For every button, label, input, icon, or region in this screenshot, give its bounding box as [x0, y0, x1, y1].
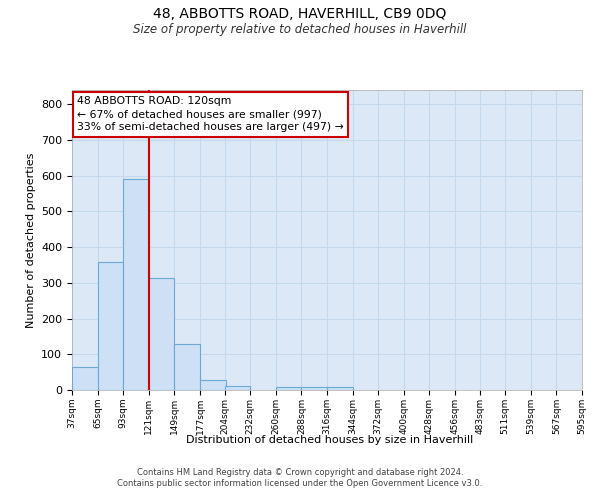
- Bar: [175, 344, 200, 390]
- Text: Size of property relative to detached houses in Haverhill: Size of property relative to detached ho…: [133, 22, 467, 36]
- Bar: [301, 387, 327, 390]
- Text: Distribution of detached houses by size in Haverhill: Distribution of detached houses by size …: [187, 435, 473, 445]
- Bar: [200, 380, 226, 390]
- Text: 48, ABBOTTS ROAD, HAVERHILL, CB9 0DQ: 48, ABBOTTS ROAD, HAVERHILL, CB9 0DQ: [154, 8, 446, 22]
- Bar: [327, 387, 353, 390]
- Text: Contains HM Land Registry data © Crown copyright and database right 2024.
Contai: Contains HM Land Registry data © Crown c…: [118, 468, 482, 487]
- Bar: [98, 262, 123, 390]
- Text: 48 ABBOTTS ROAD: 120sqm
← 67% of detached houses are smaller (997)
33% of semi-d: 48 ABBOTTS ROAD: 120sqm ← 67% of detache…: [77, 96, 344, 132]
- Bar: [149, 278, 175, 390]
- Bar: [224, 386, 250, 390]
- Bar: [72, 367, 98, 390]
- Bar: [123, 178, 149, 390]
- Y-axis label: Number of detached properties: Number of detached properties: [26, 152, 35, 328]
- Bar: [276, 387, 301, 390]
